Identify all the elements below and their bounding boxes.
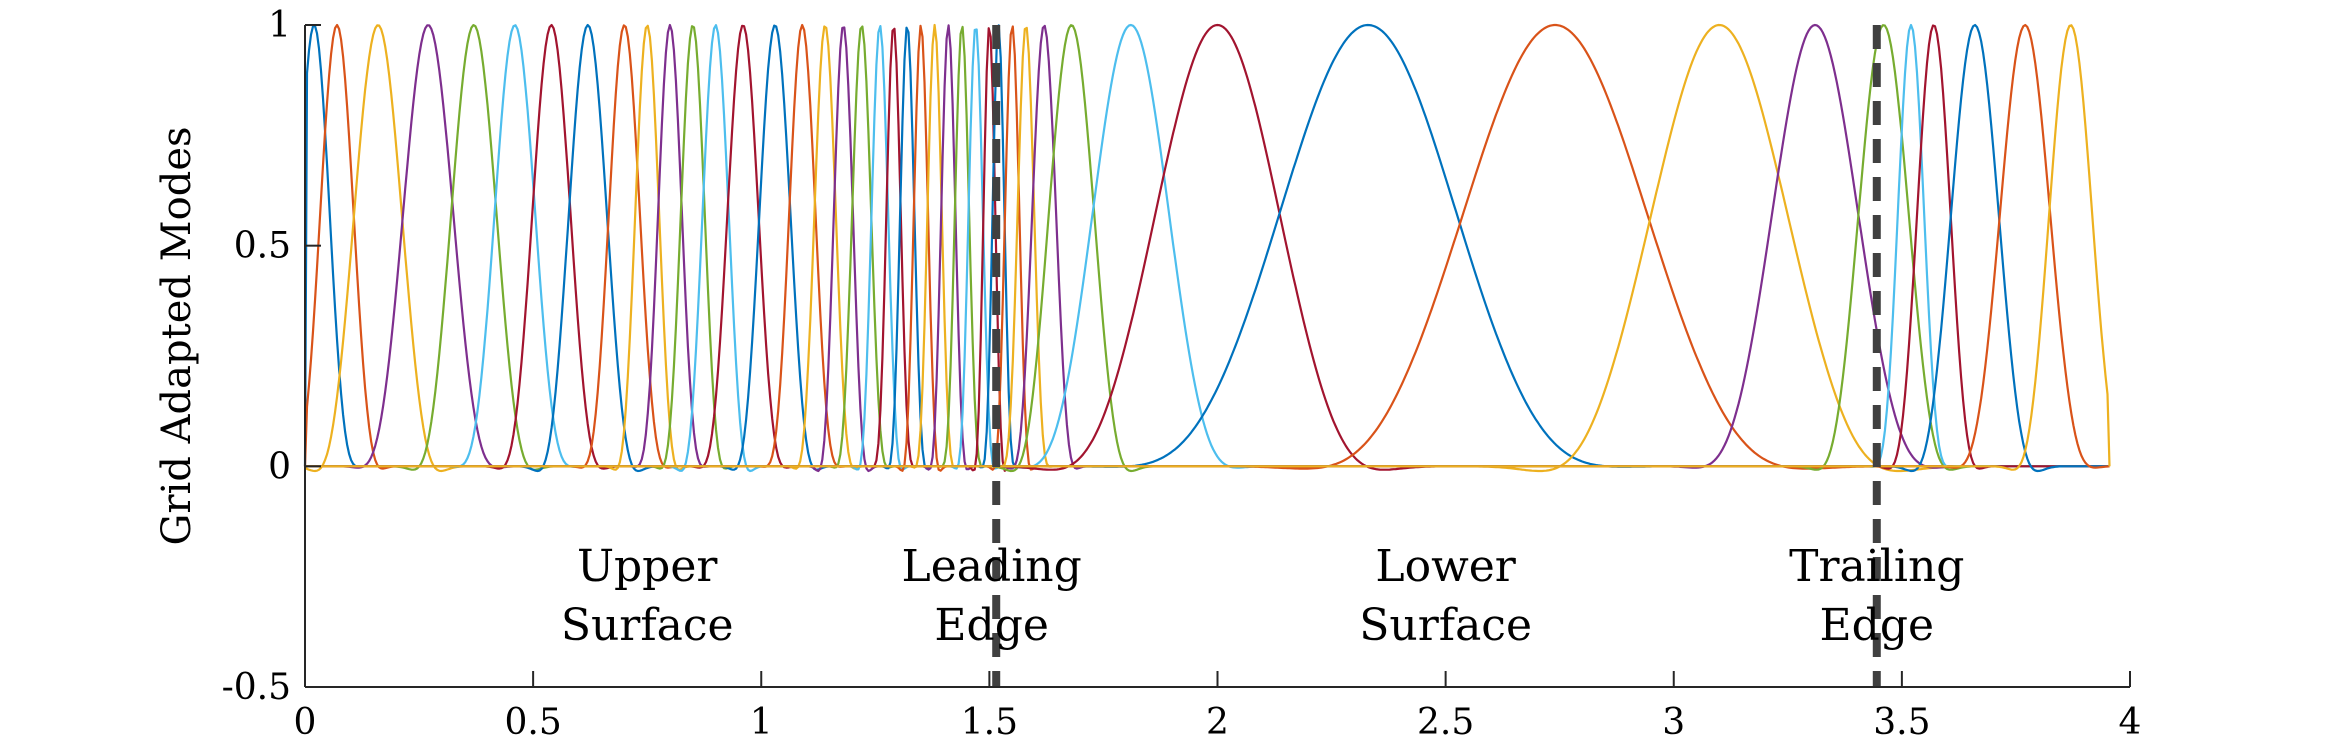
y-tick-label: 0.5 [234,226,291,267]
x-tick-label: 1 [750,702,773,743]
x-tick-label: 0 [294,702,317,743]
region-dividers [992,25,1881,687]
y-tick-label: -0.5 [222,667,291,708]
region-annotation: Trailing [1789,541,1964,592]
y-ticks: -0.5 0 0.5 1 [222,5,321,708]
y-tick-label: 1 [268,5,291,46]
x-tick-label: 4 [2119,702,2142,743]
x-tick-label: 2 [1206,702,1229,743]
mode-curves [303,23,2111,473]
axes: 0 0.5 1 1.5 2 2.5 3 3.5 4 -0.500.51 [222,5,2142,743]
mode-curve [305,24,2111,471]
y-tick-label: 0 [268,446,291,487]
x-tick-label: 0.5 [504,702,561,743]
region-annotations: Upper Surface Leading Edge Lower Surface Trail… [561,541,1965,651]
x-tick-label: 2.5 [1417,702,1474,743]
x-tick-label: 3 [1662,702,1685,743]
region-annotation: Lower [1375,541,1516,592]
y-axis-label: Grid Adapted Modes [154,126,200,545]
region-annotation: Leading [902,541,1082,592]
x-ticks: 0 0.5 1 1.5 2 2.5 3 3.5 4 [294,671,2142,743]
region-annotation: Edge [1820,600,1935,651]
region-annotation: Surface [561,600,734,651]
region-annotation: Edge [934,600,1049,651]
region-annotation: Surface [1359,600,1532,651]
x-tick-label: 3.5 [1873,702,1930,743]
x-tick-label: 1.5 [961,702,1018,743]
region-annotation: Upper [577,541,718,592]
